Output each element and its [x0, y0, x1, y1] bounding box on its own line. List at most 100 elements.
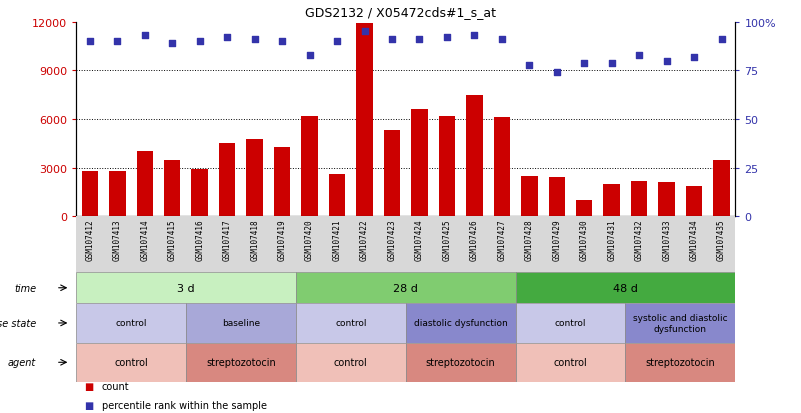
Point: [193, 39, 206, 45]
Text: ■: ■: [84, 381, 94, 391]
Text: GSM107434: GSM107434: [690, 218, 698, 260]
Bar: [686, 186, 702, 217]
Point: [606, 60, 618, 67]
Text: GSM107429: GSM107429: [552, 218, 562, 260]
Bar: [631, 181, 647, 217]
Text: streptozotocin: streptozotocin: [206, 357, 276, 368]
Text: baseline: baseline: [222, 319, 260, 328]
Point: [303, 52, 316, 59]
Point: [441, 35, 453, 42]
Point: [248, 37, 261, 43]
Text: GSM107416: GSM107416: [195, 218, 204, 260]
Point: [358, 29, 371, 36]
Bar: [328, 175, 345, 217]
Text: diastolic dysfunction: diastolic dysfunction: [414, 319, 508, 328]
Text: streptozotocin: streptozotocin: [646, 357, 715, 368]
Bar: [439, 116, 455, 217]
Bar: [493, 118, 510, 217]
Bar: [466, 95, 483, 217]
Text: GSM107422: GSM107422: [360, 218, 369, 260]
Text: GSM107428: GSM107428: [525, 218, 533, 260]
Point: [331, 39, 344, 45]
Text: 48 d: 48 d: [613, 283, 638, 293]
Text: agent: agent: [8, 357, 36, 368]
Text: 28 d: 28 d: [393, 283, 418, 293]
Bar: [406, 304, 516, 343]
Bar: [411, 110, 428, 217]
Bar: [296, 304, 406, 343]
Text: disease state: disease state: [0, 318, 36, 328]
Point: [496, 37, 509, 43]
Bar: [521, 176, 537, 217]
Bar: [626, 304, 735, 343]
Text: GSM107430: GSM107430: [580, 218, 589, 260]
Point: [715, 37, 728, 43]
Text: GSM107417: GSM107417: [223, 218, 231, 260]
Bar: [82, 171, 98, 217]
Bar: [516, 343, 626, 382]
Bar: [356, 24, 372, 217]
Point: [468, 33, 481, 40]
Bar: [626, 343, 735, 382]
Text: GSM107424: GSM107424: [415, 218, 424, 260]
Text: GSM107432: GSM107432: [634, 218, 644, 260]
Bar: [164, 160, 180, 217]
Text: GSM107420: GSM107420: [305, 218, 314, 260]
Text: GSM107426: GSM107426: [470, 218, 479, 260]
Text: GSM107431: GSM107431: [607, 218, 616, 260]
Bar: [296, 343, 406, 382]
Text: control: control: [115, 357, 148, 368]
Bar: [549, 178, 565, 217]
Point: [633, 52, 646, 59]
Bar: [576, 201, 593, 217]
Text: GSM107435: GSM107435: [717, 218, 726, 260]
Bar: [76, 273, 296, 304]
Text: GSM107418: GSM107418: [250, 218, 260, 260]
Text: systolic and diastolic
dysfunction: systolic and diastolic dysfunction: [633, 313, 727, 333]
Bar: [296, 273, 516, 304]
Text: GSM107415: GSM107415: [167, 218, 177, 260]
Text: GSM107413: GSM107413: [113, 218, 122, 260]
Point: [166, 41, 179, 47]
Point: [688, 55, 701, 61]
Text: GSM107427: GSM107427: [497, 218, 506, 260]
Text: control: control: [335, 319, 367, 328]
Bar: [301, 116, 318, 217]
Point: [139, 33, 151, 40]
Bar: [603, 185, 620, 217]
Bar: [516, 304, 626, 343]
Bar: [219, 144, 235, 217]
Bar: [191, 170, 208, 217]
Text: GSM107419: GSM107419: [278, 218, 287, 260]
Text: GSM107433: GSM107433: [662, 218, 671, 260]
Text: control: control: [555, 319, 586, 328]
Point: [578, 60, 590, 67]
Point: [413, 37, 426, 43]
Bar: [76, 304, 186, 343]
Text: GSM107425: GSM107425: [442, 218, 452, 260]
Bar: [247, 139, 263, 217]
Bar: [714, 160, 730, 217]
Bar: [109, 171, 126, 217]
Bar: [186, 343, 296, 382]
Point: [83, 39, 96, 45]
Point: [550, 70, 563, 76]
Text: control: control: [553, 357, 587, 368]
Point: [276, 39, 288, 45]
Point: [111, 39, 123, 45]
Point: [221, 35, 234, 42]
Bar: [658, 183, 675, 217]
Text: GDS2132 / X05472cds#1_s_at: GDS2132 / X05472cds#1_s_at: [305, 6, 496, 19]
Text: percentile rank within the sample: percentile rank within the sample: [102, 400, 267, 410]
Text: GSM107423: GSM107423: [388, 218, 396, 260]
Point: [385, 37, 398, 43]
Text: control: control: [115, 319, 147, 328]
Bar: [384, 131, 400, 217]
Text: control: control: [334, 357, 368, 368]
Text: 3 d: 3 d: [177, 283, 195, 293]
Bar: [406, 343, 516, 382]
Point: [523, 62, 536, 69]
Bar: [76, 343, 186, 382]
Point: [660, 58, 673, 65]
Bar: [136, 152, 153, 217]
